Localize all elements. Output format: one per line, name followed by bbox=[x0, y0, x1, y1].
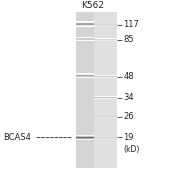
Bar bbox=[76, 26, 94, 27]
Bar bbox=[76, 22, 94, 23]
Bar bbox=[76, 74, 94, 75]
Bar bbox=[76, 75, 94, 76]
Bar bbox=[76, 24, 94, 25]
Bar bbox=[76, 24, 94, 25]
Text: 48: 48 bbox=[123, 72, 134, 81]
Bar bbox=[76, 77, 94, 78]
Bar bbox=[94, 39, 117, 40]
Bar bbox=[94, 39, 117, 40]
Bar bbox=[76, 77, 94, 78]
Bar bbox=[76, 135, 94, 136]
Bar bbox=[94, 96, 117, 97]
Bar bbox=[94, 136, 117, 137]
Bar bbox=[76, 22, 94, 23]
Bar bbox=[76, 23, 94, 24]
Bar bbox=[76, 74, 94, 75]
Bar bbox=[76, 76, 94, 77]
Bar bbox=[94, 40, 117, 41]
Bar bbox=[94, 24, 117, 25]
Bar bbox=[94, 136, 117, 137]
Bar bbox=[76, 75, 94, 76]
Bar bbox=[94, 117, 117, 118]
Bar bbox=[76, 74, 94, 75]
Bar bbox=[94, 76, 117, 77]
Bar bbox=[76, 23, 94, 24]
Bar bbox=[94, 40, 117, 41]
Bar bbox=[76, 39, 94, 40]
Bar bbox=[76, 37, 94, 38]
Bar bbox=[76, 139, 94, 140]
Bar bbox=[76, 40, 94, 41]
Bar bbox=[94, 25, 117, 26]
Bar bbox=[76, 77, 94, 78]
Bar bbox=[76, 38, 94, 39]
Bar bbox=[76, 40, 94, 41]
Bar bbox=[76, 12, 94, 168]
Bar bbox=[94, 96, 117, 97]
Bar bbox=[76, 23, 94, 24]
Bar bbox=[76, 22, 94, 23]
Bar bbox=[76, 73, 94, 74]
Bar bbox=[76, 75, 94, 76]
Bar bbox=[94, 25, 117, 26]
Bar bbox=[94, 116, 117, 117]
Bar bbox=[94, 137, 117, 138]
Bar bbox=[76, 25, 94, 26]
Bar bbox=[94, 116, 117, 117]
Bar bbox=[76, 137, 94, 138]
Bar bbox=[76, 37, 94, 38]
Text: (kD): (kD) bbox=[123, 145, 140, 154]
Bar bbox=[94, 24, 117, 25]
Bar bbox=[76, 39, 94, 40]
Text: K562: K562 bbox=[81, 1, 104, 10]
Bar bbox=[94, 40, 117, 41]
Text: 34: 34 bbox=[123, 93, 134, 102]
Text: 117: 117 bbox=[123, 21, 139, 30]
Bar bbox=[94, 75, 117, 76]
Bar bbox=[76, 136, 94, 137]
Bar bbox=[94, 137, 117, 138]
Bar bbox=[76, 39, 94, 40]
Bar bbox=[94, 77, 117, 78]
Bar bbox=[76, 138, 94, 139]
Text: 85: 85 bbox=[123, 35, 134, 44]
Bar bbox=[76, 138, 94, 139]
Bar bbox=[76, 138, 94, 139]
Bar bbox=[76, 73, 94, 74]
Bar bbox=[76, 135, 94, 136]
Bar bbox=[76, 40, 94, 41]
Bar bbox=[94, 77, 117, 78]
Text: 26: 26 bbox=[123, 112, 134, 122]
Bar bbox=[76, 25, 94, 26]
Bar bbox=[94, 77, 117, 78]
Text: 19: 19 bbox=[123, 133, 134, 142]
Bar bbox=[94, 76, 117, 77]
Bar bbox=[94, 12, 117, 168]
Bar bbox=[76, 38, 94, 39]
Bar bbox=[76, 37, 94, 38]
Bar bbox=[76, 21, 94, 22]
Bar bbox=[76, 24, 94, 25]
Bar bbox=[76, 76, 94, 77]
Bar bbox=[76, 136, 94, 137]
Bar bbox=[94, 25, 117, 26]
Bar bbox=[94, 137, 117, 138]
Bar bbox=[94, 96, 117, 97]
Bar bbox=[76, 139, 94, 140]
Bar bbox=[94, 116, 117, 117]
Bar bbox=[94, 98, 117, 99]
Bar bbox=[94, 117, 117, 118]
Text: BCAS4: BCAS4 bbox=[4, 133, 72, 142]
Bar bbox=[94, 75, 117, 76]
Bar bbox=[76, 137, 94, 138]
Bar bbox=[94, 24, 117, 25]
Bar bbox=[94, 97, 117, 98]
Bar bbox=[94, 75, 117, 76]
Bar bbox=[94, 98, 117, 99]
Bar bbox=[76, 139, 94, 140]
Bar bbox=[94, 97, 117, 98]
Bar bbox=[76, 136, 94, 137]
